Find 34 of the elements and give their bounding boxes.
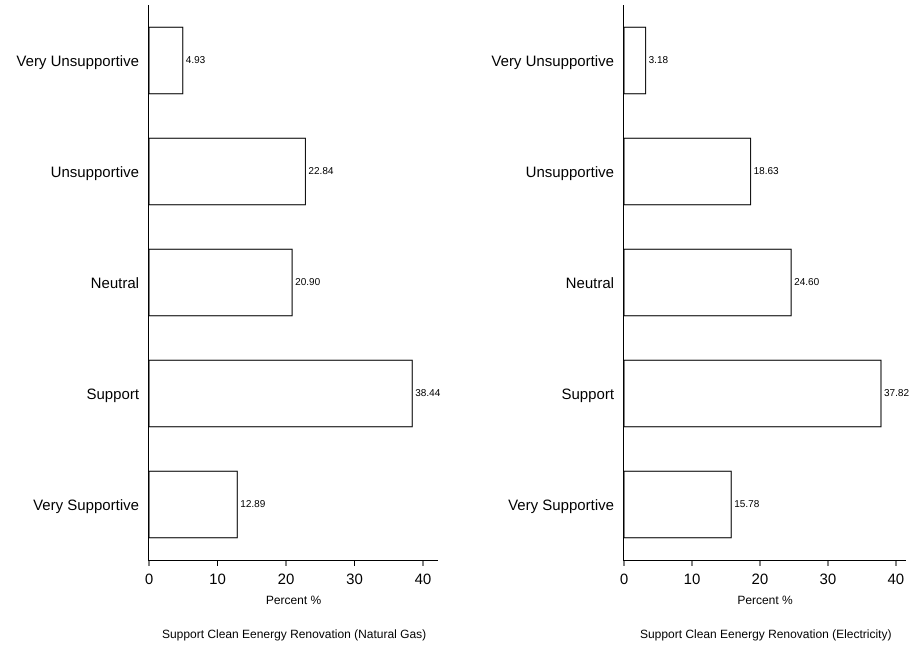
x-tick-label: 30	[346, 571, 363, 588]
text: Support Clean Eenergy Renovation (Electricity)	[640, 627, 892, 641]
x-tick-label: 10	[209, 571, 226, 588]
data-label: 15.78	[734, 499, 760, 510]
y-tick-label: Neutral	[566, 274, 614, 292]
data-label: 24.60	[794, 277, 820, 288]
y-tick-label: Unsupportive	[50, 164, 139, 181]
data-label: 4.93	[186, 55, 206, 66]
text: Support Clean Eenergy Renovation (Natural Gas)	[162, 627, 426, 641]
data-label: 12.89	[240, 499, 266, 510]
x-tick-label: 40	[887, 571, 904, 588]
data-label: 20.90	[295, 277, 321, 288]
y-tick-label: Very Unsupportive	[491, 52, 614, 70]
x-tick-label: 30	[820, 571, 836, 588]
y-tick-label: Very Unsupportive	[16, 52, 139, 70]
data-label: 38.44	[415, 388, 441, 399]
x-tick-label: 10	[684, 571, 700, 588]
y-tick-label: Support	[561, 386, 615, 403]
x-tick-label: 0	[144, 571, 154, 588]
y-tick-label: Very Supportive	[33, 496, 139, 514]
y-tick-label: Support	[86, 386, 140, 403]
x-axis-title: Percent %	[266, 592, 322, 607]
x-tick-label: 20	[278, 571, 294, 588]
y-tick-label: Very Supportive	[508, 496, 614, 514]
y-tick-label: Unsupportive	[526, 164, 614, 181]
x-tick-label: 40	[414, 571, 432, 588]
x-tick-label: 0	[620, 571, 628, 588]
data-label: 22.84	[308, 166, 334, 177]
data-label: 37.82	[884, 388, 909, 399]
data-label: 18.63	[754, 166, 780, 177]
x-tick-label: 20	[752, 571, 768, 588]
y-tick-label: Neutral	[90, 274, 139, 292]
data-label: 3.18	[648, 55, 669, 66]
x-axis-title: Percent %	[737, 592, 794, 607]
